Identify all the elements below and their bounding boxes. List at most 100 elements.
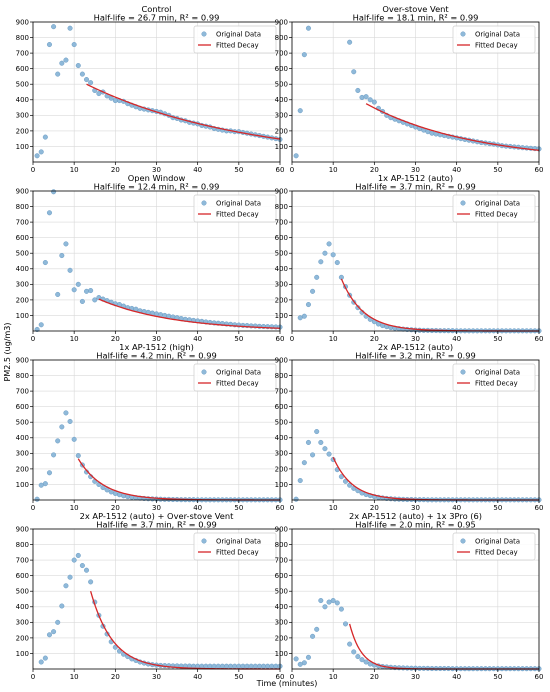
panel-title: 2x AP-1512 (auto) + 1x 3Pro (6) <box>349 511 482 521</box>
x-tick-label: 20 <box>370 166 379 174</box>
y-tick-label: 200 <box>16 296 29 304</box>
x-axis-label: Time (minutes) <box>256 679 318 688</box>
y-tick-label: 500 <box>16 588 29 596</box>
y-tick-label: 700 <box>16 50 29 58</box>
legend-label-fit: Fitted Decay <box>216 549 259 557</box>
panel-7: 2x AP-1512 (auto) + Over-stove VentHalf-… <box>16 511 285 681</box>
legend-label-data: Original Data <box>216 200 261 208</box>
legend-box <box>193 363 277 392</box>
y-tick-label: 600 <box>275 65 288 73</box>
data-point <box>301 313 307 319</box>
data-point <box>223 663 229 669</box>
x-tick-label: 0 <box>31 673 35 681</box>
panel-6: 2x AP-1512 (auto)Half-life = 3.2 min, R²… <box>275 342 544 512</box>
x-tick-label: 0 <box>290 673 294 681</box>
data-point <box>84 288 90 294</box>
x-tick-label: 30 <box>152 504 161 512</box>
data-point <box>305 439 311 445</box>
data-point <box>261 663 267 669</box>
y-tick-label: 800 <box>16 372 29 380</box>
data-point <box>215 663 221 669</box>
legend-label-fit: Fitted Decay <box>475 211 518 219</box>
data-point <box>301 52 307 58</box>
data-point <box>59 253 65 259</box>
data-point <box>326 451 332 457</box>
x-tick-label: 40 <box>452 335 461 343</box>
panel-subtitle: Half-life = 3.7 min, R² = 0.99 <box>96 520 217 530</box>
y-tick-label: 100 <box>16 481 29 489</box>
y-tick-label: 100 <box>275 143 288 151</box>
data-point <box>112 98 118 104</box>
legend-label-data: Original Data <box>475 369 520 377</box>
data-point <box>293 496 299 502</box>
data-point <box>334 260 340 266</box>
y-tick-label: 200 <box>275 127 288 135</box>
data-point <box>347 482 353 488</box>
x-tick-label: 30 <box>411 673 420 681</box>
y-tick-label: 500 <box>275 81 288 89</box>
data-point <box>96 91 102 97</box>
x-tick-label: 60 <box>276 504 285 512</box>
x-tick-label: 20 <box>111 335 120 343</box>
data-point <box>240 663 246 669</box>
legend: Original Data Fitted Decay <box>193 532 277 561</box>
data-point <box>51 189 57 195</box>
x-tick-label: 20 <box>111 673 120 681</box>
x-tick-label: 10 <box>70 335 79 343</box>
data-point <box>301 460 307 466</box>
data-point <box>343 621 349 627</box>
data-point <box>38 659 44 665</box>
legend-box <box>452 532 536 561</box>
data-point <box>351 649 357 655</box>
data-point <box>293 656 299 662</box>
legend-label-fit: Fitted Decay <box>475 380 518 388</box>
y-tick-label: 400 <box>16 96 29 104</box>
x-tick-label: 60 <box>535 673 544 681</box>
x-tick-label: 40 <box>452 166 461 174</box>
x-tick-label: 30 <box>152 166 161 174</box>
data-point <box>75 281 81 287</box>
data-point <box>334 600 340 606</box>
y-tick-label: 900 <box>275 356 288 364</box>
legend-label-data: Original Data <box>475 31 520 39</box>
y-tick-label: 200 <box>16 634 29 642</box>
y-tick-label: 800 <box>275 541 288 549</box>
legend-label-data: Original Data <box>216 538 261 546</box>
y-tick-label: 900 <box>16 187 29 195</box>
y-tick-label: 800 <box>275 372 288 380</box>
data-point <box>55 619 61 625</box>
fitted-decay-line <box>86 83 281 140</box>
y-tick-label: 800 <box>275 203 288 211</box>
data-point <box>330 252 336 258</box>
data-point <box>203 663 209 669</box>
data-point <box>359 94 365 100</box>
y-tick-label: 300 <box>275 112 288 120</box>
data-point <box>219 663 225 669</box>
x-tick-label: 10 <box>70 504 79 512</box>
data-point <box>34 496 40 502</box>
data-point <box>92 297 98 303</box>
data-point <box>59 424 65 430</box>
legend: Original Data Fitted Decay <box>452 532 536 561</box>
data-point <box>71 42 77 48</box>
panel-subtitle: Half-life = 3.2 min, R² = 0.99 <box>355 351 476 361</box>
legend-label-fit: Fitted Decay <box>216 211 259 219</box>
legend-label-fit: Fitted Decay <box>475 549 518 557</box>
x-tick-label: 0 <box>31 335 35 343</box>
legend-marker-data <box>460 200 466 206</box>
panel-subtitle: Half-life = 18.1 min, R² = 0.99 <box>353 13 479 23</box>
x-tick-label: 20 <box>111 166 120 174</box>
x-tick-label: 0 <box>31 504 35 512</box>
data-point <box>71 436 77 442</box>
fitted-decay-line <box>98 298 281 329</box>
legend: Original Data Fitted Decay <box>452 194 536 223</box>
data-point <box>42 655 48 661</box>
data-point <box>297 108 303 114</box>
data-point <box>84 567 90 573</box>
y-tick-label: 400 <box>16 603 29 611</box>
legend-marker-data <box>201 200 207 206</box>
y-tick-label: 800 <box>16 541 29 549</box>
data-point <box>46 42 52 48</box>
data-point <box>359 657 365 663</box>
legend-label-data: Original Data <box>216 31 261 39</box>
